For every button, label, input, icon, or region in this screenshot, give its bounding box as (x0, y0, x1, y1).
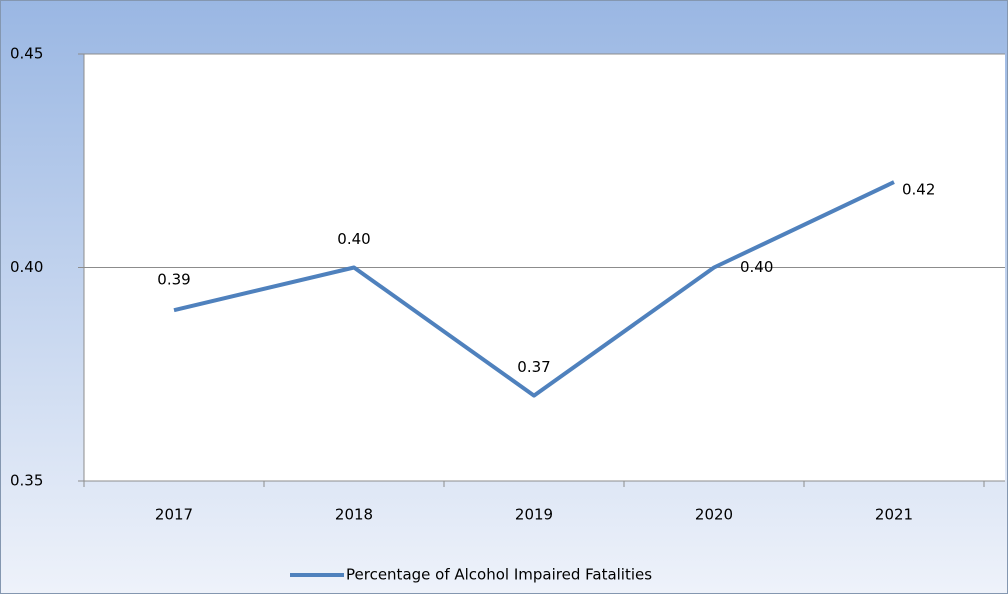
x-tick-label: 2021 (875, 506, 913, 524)
data-label: 0.39 (157, 271, 190, 289)
y-tick-label: 0.40 (10, 258, 43, 276)
data-label: 0.40 (337, 230, 370, 248)
data-label: 0.40 (740, 258, 773, 276)
x-tick-label: 2019 (515, 506, 553, 524)
x-tick-label: 2017 (155, 506, 193, 524)
legend-label: Percentage of Alcohol Impaired Fatalitie… (346, 566, 652, 584)
y-tick-label: 0.45 (10, 45, 43, 63)
x-tick-label: 2020 (695, 506, 733, 524)
x-tick-label: 2018 (335, 506, 373, 524)
data-label: 0.42 (902, 181, 935, 199)
y-tick-label: 0.35 (10, 472, 43, 490)
line (173, 180, 895, 398)
data-label: 0.37 (517, 358, 550, 376)
